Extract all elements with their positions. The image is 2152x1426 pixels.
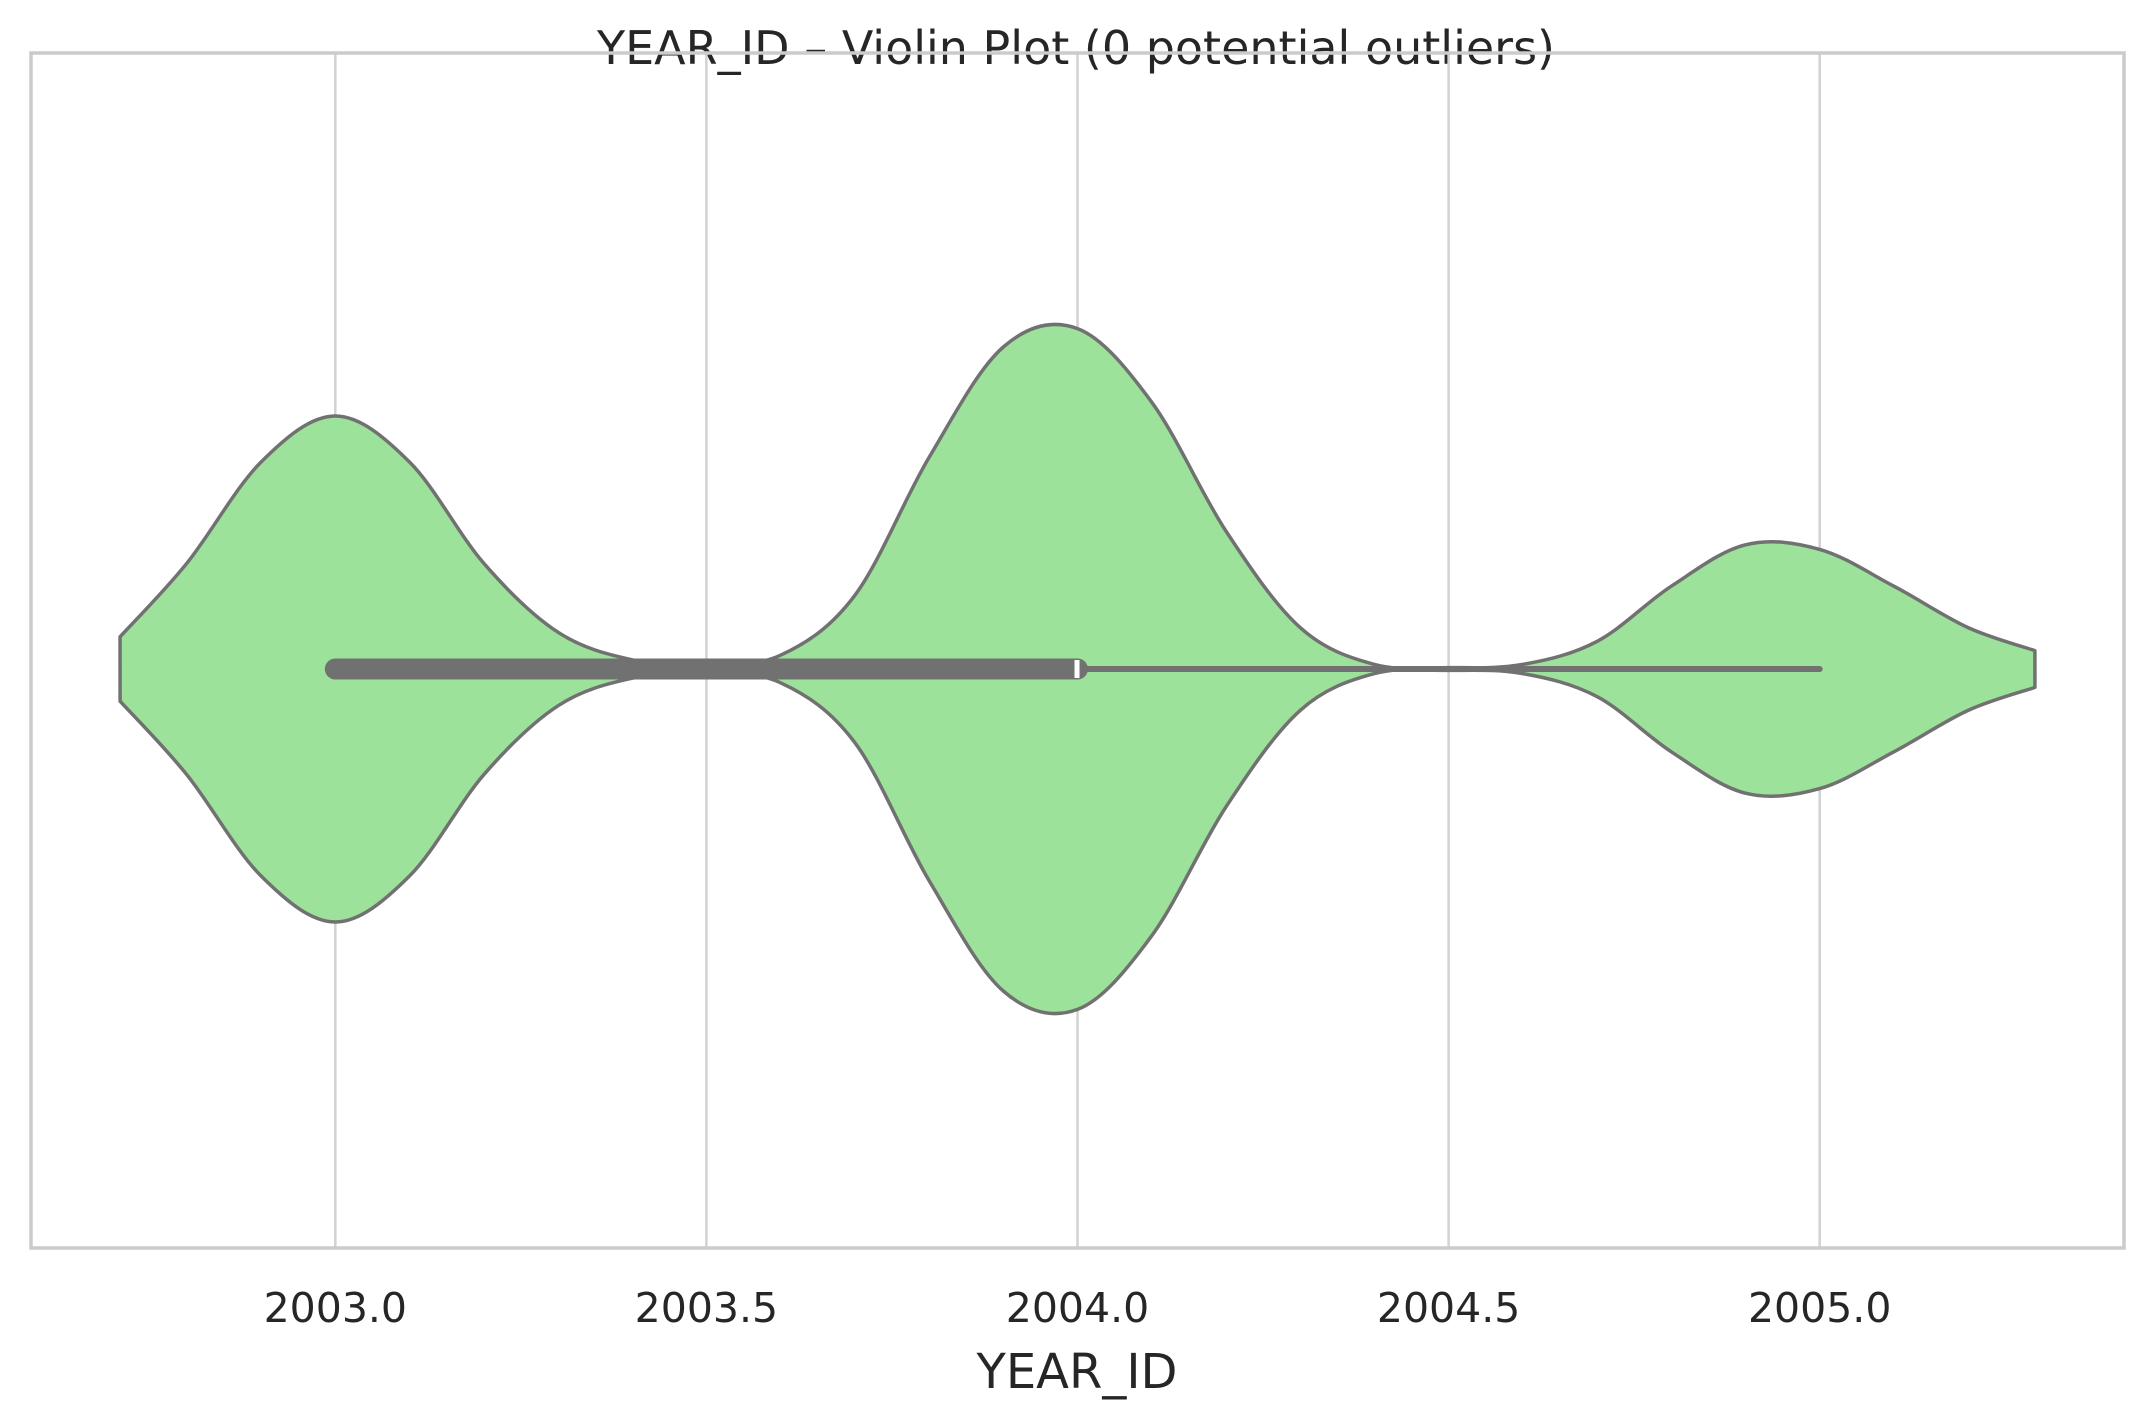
inner-box — [324, 658, 1823, 680]
x-tick-label: 2003.5 — [635, 1284, 778, 1332]
x-tick-label: 2005.0 — [1748, 1284, 1891, 1332]
x-tick-label: 2003.0 — [264, 1284, 407, 1332]
chart-title: YEAR_ID – Violin Plot (0 potential outli… — [596, 21, 1555, 75]
x-tick-labels: 2003.0 2003.5 2004.0 2004.5 2005.0 — [264, 1284, 1892, 1332]
x-tick-label: 2004.5 — [1377, 1284, 1520, 1332]
median-marker — [1074, 660, 1080, 678]
x-axis-label: YEAR_ID — [976, 1344, 1178, 1400]
plot-frame — [29, 51, 2126, 1250]
x-tick-label: 2004.0 — [1006, 1284, 1149, 1332]
